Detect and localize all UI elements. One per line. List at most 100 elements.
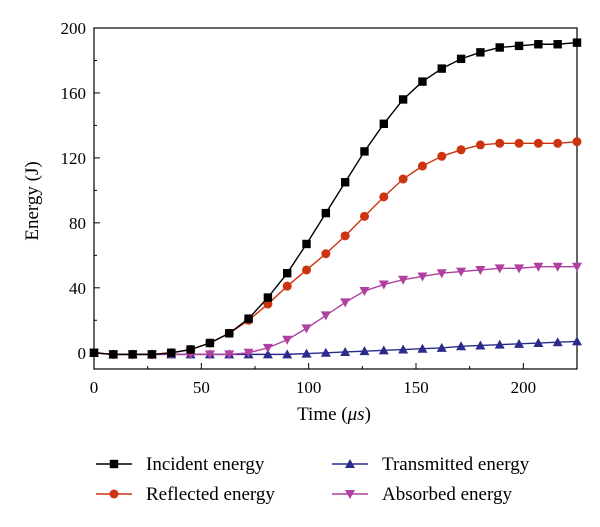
x-tick-label: 200: [511, 378, 537, 397]
data-point: [321, 208, 331, 218]
data-point: [340, 231, 350, 241]
data-point: [340, 346, 351, 356]
data-point: [205, 338, 215, 348]
legend-marker: [345, 459, 355, 468]
data-point: [494, 339, 505, 349]
series-line: [93, 340, 578, 356]
legend-item: Incident energy: [96, 454, 265, 475]
data-point: [475, 140, 485, 150]
series-incident-energy: [89, 38, 582, 359]
data-point: [320, 347, 331, 357]
data-point: [572, 137, 582, 147]
data-point: [360, 147, 369, 156]
data-point: [359, 211, 369, 221]
data-point: [204, 350, 215, 360]
x-axis-title: Time (μs): [297, 404, 371, 425]
y-tick-label: 160: [61, 84, 87, 103]
data-point: [89, 348, 99, 357]
data-point: [456, 54, 466, 64]
legend-marker: [345, 490, 355, 499]
data-point: [167, 348, 176, 357]
y-tick-label: 0: [78, 344, 87, 363]
series-line: [93, 266, 577, 356]
series-line: [93, 41, 578, 356]
legend-label: Transmitted energy: [382, 454, 530, 475]
data-point: [514, 138, 524, 148]
legend-item: Transmitted energy: [332, 454, 530, 475]
data-point: [418, 77, 427, 86]
data-point: [533, 338, 544, 348]
data-point: [437, 151, 447, 161]
series-reflected-energy: [89, 137, 582, 359]
y-tick-label: 120: [61, 149, 87, 168]
data-point: [514, 41, 524, 51]
data-point: [417, 161, 427, 171]
data-point: [320, 311, 331, 321]
data-point: [475, 265, 486, 275]
data-point: [456, 145, 466, 155]
legend: Incident energy Transmitted energy Reflect…: [96, 454, 530, 505]
data-point: [379, 192, 389, 202]
data-point: [398, 174, 408, 184]
data-point: [340, 178, 350, 187]
data-point: [534, 40, 543, 49]
x-tick-label: 50: [193, 378, 210, 397]
data-point: [186, 345, 195, 354]
data-point: [514, 338, 525, 348]
data-point: [302, 265, 312, 275]
data-point: [282, 349, 293, 359]
axes: 0 50 100 150 200 0 40 80 120 160 200: [61, 19, 578, 397]
data-point: [417, 272, 428, 282]
data-point: [436, 269, 447, 279]
data-point: [262, 343, 273, 353]
series-layer: [89, 38, 582, 360]
data-point: [128, 350, 137, 359]
legend-label: Incident energy: [146, 454, 265, 475]
data-point: [302, 239, 311, 249]
data-point: [398, 95, 408, 104]
data-point: [301, 348, 312, 358]
data-point: [436, 342, 447, 352]
data-point: [398, 275, 409, 285]
data-point: [552, 262, 563, 272]
data-point: [321, 249, 331, 259]
data-point: [552, 337, 563, 347]
legend-marker: [109, 459, 119, 469]
legend-item: Absorbed energy: [332, 484, 512, 505]
data-point: [263, 293, 273, 302]
data-point: [533, 138, 543, 148]
data-point: [359, 346, 370, 356]
y-tick-label: 200: [61, 19, 87, 38]
data-point: [301, 324, 312, 334]
data-point: [476, 48, 485, 57]
data-point: [514, 264, 525, 274]
data-point: [282, 281, 292, 291]
data-point: [572, 336, 582, 346]
data-point: [495, 138, 505, 148]
data-point: [224, 350, 235, 360]
y-axis-title: Energy (J): [22, 161, 43, 240]
series-line: [93, 140, 578, 356]
series-transmitted-energy: [89, 336, 582, 359]
data-point: [243, 348, 254, 358]
x-tick-label: 100: [296, 378, 322, 397]
data-point: [340, 298, 351, 308]
data-point: [378, 280, 389, 290]
data-point: [456, 341, 467, 351]
x-tick-label: 0: [90, 378, 99, 397]
data-point: [109, 350, 118, 359]
data-point: [495, 43, 504, 52]
data-point: [398, 344, 409, 354]
data-point: [533, 262, 544, 272]
data-point: [475, 340, 486, 350]
data-point: [572, 38, 582, 47]
data-point: [553, 138, 563, 148]
data-point: [359, 287, 370, 297]
legend-label: Absorbed energy: [382, 484, 512, 505]
data-point: [283, 268, 292, 278]
data-point: [262, 349, 273, 359]
data-point: [494, 264, 505, 274]
legend-marker: [109, 489, 119, 499]
plot-frame: [93, 27, 578, 370]
